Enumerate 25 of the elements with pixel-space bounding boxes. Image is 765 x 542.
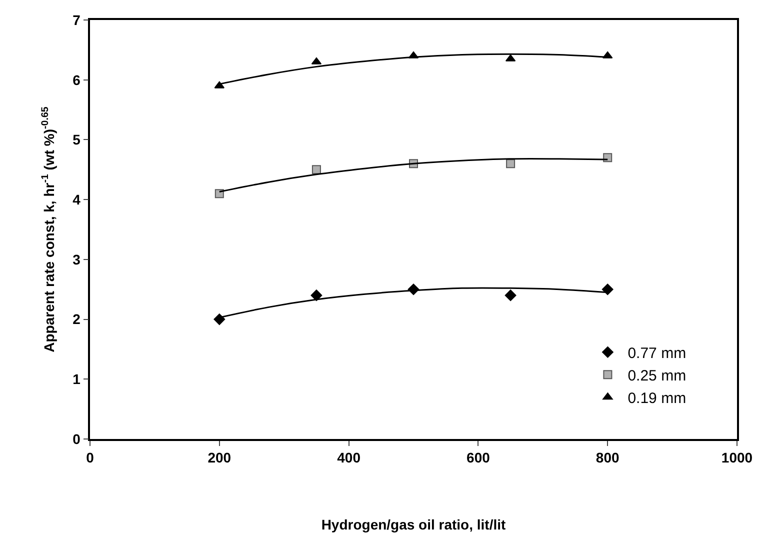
point bbox=[310, 290, 322, 302]
point bbox=[504, 290, 516, 302]
legend-label: 0.25 mm bbox=[628, 367, 686, 384]
x-axis-title: Hydrogen/gas oil ratio, lit/lit bbox=[321, 516, 506, 532]
point bbox=[506, 159, 516, 168]
point bbox=[603, 153, 612, 162]
x-tick-label: 1000 bbox=[721, 450, 753, 466]
x-tick-label: 600 bbox=[466, 450, 490, 466]
point bbox=[312, 165, 321, 174]
legend-label: 0.77 mm bbox=[628, 344, 686, 362]
point bbox=[602, 284, 614, 296]
legend-label: 0.19 mm bbox=[628, 390, 686, 407]
x-tick-label: 0 bbox=[86, 450, 94, 466]
point bbox=[214, 314, 226, 325]
y-tick-label: 5 bbox=[72, 132, 81, 148]
y-tick-label: 4 bbox=[72, 191, 81, 208]
y-tick-label: 7 bbox=[72, 12, 81, 28]
x-tick-label: 200 bbox=[208, 450, 232, 466]
y-tick-label: 3 bbox=[72, 251, 81, 268]
y-tick-label: 2 bbox=[72, 311, 81, 328]
x-tick-label: 800 bbox=[596, 450, 620, 466]
x-tick-label: 400 bbox=[337, 450, 361, 466]
y-tick-label: 1 bbox=[72, 371, 81, 388]
y-tick-label: 6 bbox=[72, 72, 81, 88]
y-tick-label: 0 bbox=[72, 430, 81, 447]
